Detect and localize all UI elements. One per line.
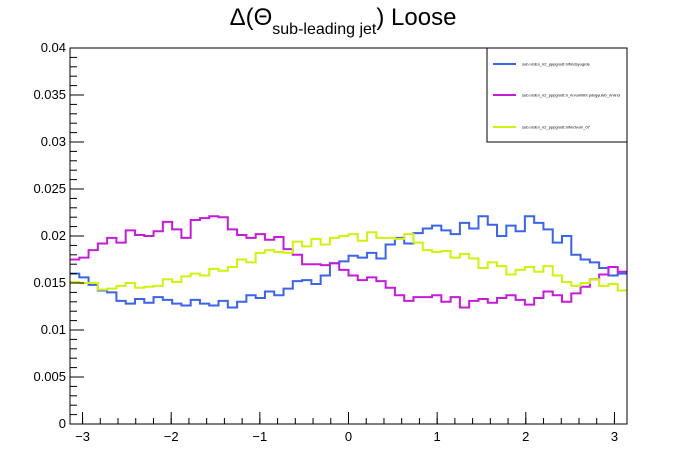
y-tick-label: 0	[59, 416, 66, 431]
y-tick-label: 0.04	[41, 40, 66, 55]
x-tick-label: −1	[252, 429, 267, 444]
x-tick-label: 3	[611, 429, 618, 444]
chart-title-suffix: ) Loose	[376, 4, 456, 31]
series-line-2	[70, 215, 627, 309]
y-tick-label: 0.015	[33, 275, 66, 290]
axes-layer: 0 0.005 0.01 0.015 0.02 0.025 0.03 0.035 0.04 −3 −…	[33, 40, 628, 444]
x-tick-label: 1	[434, 429, 441, 444]
legend-label-1: sub.nGEn_n2_pppgrodt.h/fmdsyugrde	[522, 62, 591, 67]
series-layer	[70, 215, 627, 309]
chart-title-subscript: sub-leading jet	[272, 21, 377, 38]
legend-label-2: sub.nGEn_n2_pppgrodt.h_nrvumhlbt pdxgyul…	[522, 93, 620, 98]
chart-title-prefix: Δ(Θ	[230, 4, 273, 31]
series-line-1	[70, 215, 627, 309]
y-tick-label: 0.005	[33, 369, 66, 384]
x-tick-label: −3	[75, 429, 90, 444]
x-tick-label: 2	[522, 429, 529, 444]
x-tick-label: −2	[164, 429, 179, 444]
y-tick-label: 0.01	[41, 322, 66, 337]
y-tick-label: 0.02	[41, 228, 66, 243]
legend: sub.nGEn_n2_pppgrodt.h/fmdsyugrde sub.nGE…	[486, 47, 628, 143]
series-line-3	[70, 231, 627, 292]
y-tick-label: 0.03	[41, 134, 66, 149]
y-tick-label: 0.035	[33, 87, 66, 102]
x-tick-label: 0	[345, 429, 352, 444]
legend-label-3: sub.nGEn_n2_pppgrodt.h/fmdvum_07	[522, 125, 591, 130]
y-tick-label: 0.025	[33, 181, 66, 196]
chart-title: Δ(Θsub-leading jet) Loose	[230, 4, 457, 38]
